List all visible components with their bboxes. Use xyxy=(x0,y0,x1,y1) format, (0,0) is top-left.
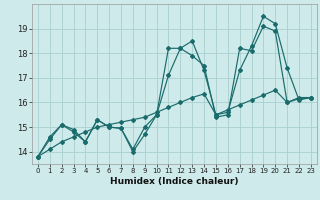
X-axis label: Humidex (Indice chaleur): Humidex (Indice chaleur) xyxy=(110,177,239,186)
